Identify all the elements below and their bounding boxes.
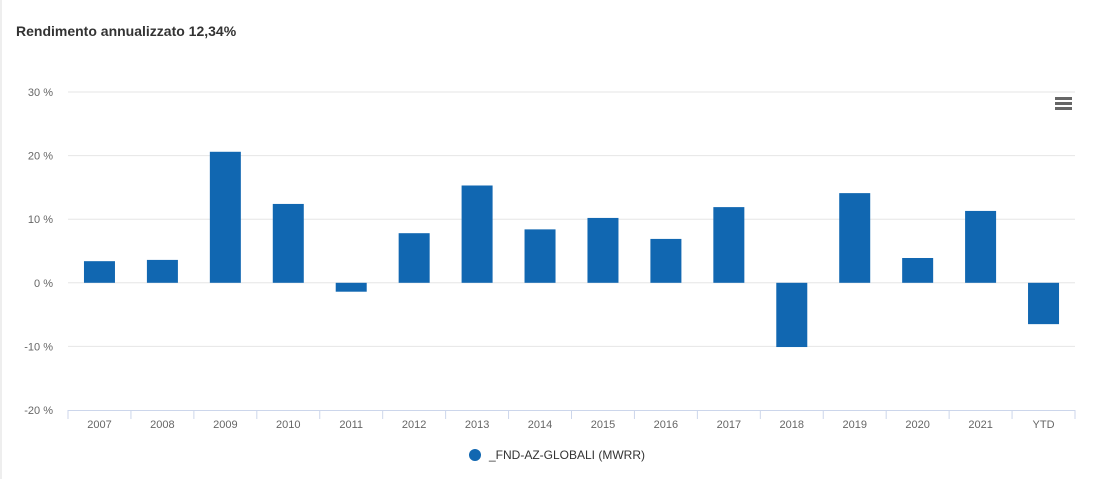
- panel-border: [0, 0, 2, 479]
- y-tick-label: -10 %: [24, 341, 53, 353]
- bar-2020[interactable]: [902, 257, 934, 283]
- y-tick-label: 0 %: [34, 278, 53, 290]
- bar-2014[interactable]: [524, 229, 556, 283]
- bar-2010[interactable]: [272, 203, 304, 283]
- x-tick-label: 2021: [968, 419, 992, 431]
- x-tick-label: 2010: [276, 419, 300, 431]
- x-tick-label: 2013: [465, 419, 489, 431]
- y-tick-label: 10 %: [28, 214, 53, 226]
- legend-marker: [469, 449, 481, 461]
- y-tick-label: 20 %: [28, 151, 53, 163]
- y-tick-label: -20 %: [24, 405, 53, 417]
- x-tick-label: 2014: [528, 419, 552, 431]
- bar-2015[interactable]: [587, 217, 619, 283]
- x-tick-label: 2015: [591, 419, 615, 431]
- x-tick-label: 2020: [905, 419, 929, 431]
- x-tick-label: 2018: [780, 419, 804, 431]
- x-tick-label: YTD: [1033, 419, 1055, 431]
- x-tick-label: 2008: [150, 419, 174, 431]
- bar-2009[interactable]: [209, 151, 241, 283]
- y-tick-label: 30 %: [28, 87, 53, 99]
- x-tick-label: 2009: [213, 419, 237, 431]
- bar-2021[interactable]: [965, 210, 997, 283]
- bar-2017[interactable]: [713, 207, 745, 283]
- x-tick-label: 2012: [402, 419, 426, 431]
- bar-2012[interactable]: [398, 233, 430, 283]
- x-tick-label: 2017: [717, 419, 741, 431]
- bar-2018[interactable]: [776, 282, 808, 348]
- chart-title: Rendimento annualizzato 12,34%: [16, 23, 237, 39]
- bar-2016[interactable]: [650, 238, 682, 283]
- x-tick-label: 2016: [654, 419, 678, 431]
- x-tick-label: 2007: [87, 419, 111, 431]
- legend-label: _FND-AZ-GLOBALI (MWRR): [489, 448, 645, 462]
- x-tick-label: 2019: [842, 419, 866, 431]
- x-tick-label: 2011: [339, 419, 363, 431]
- bar-2013[interactable]: [461, 185, 493, 283]
- bar-ytd[interactable]: [1028, 282, 1060, 325]
- bar-2008[interactable]: [146, 259, 178, 283]
- legend-item[interactable]: _FND-AZ-GLOBALI (MWRR): [469, 448, 645, 462]
- bar-2011[interactable]: [335, 282, 367, 292]
- hamburger-menu-icon[interactable]: [1055, 97, 1072, 111]
- bar-2007[interactable]: [83, 261, 115, 283]
- bar-2019[interactable]: [839, 193, 871, 283]
